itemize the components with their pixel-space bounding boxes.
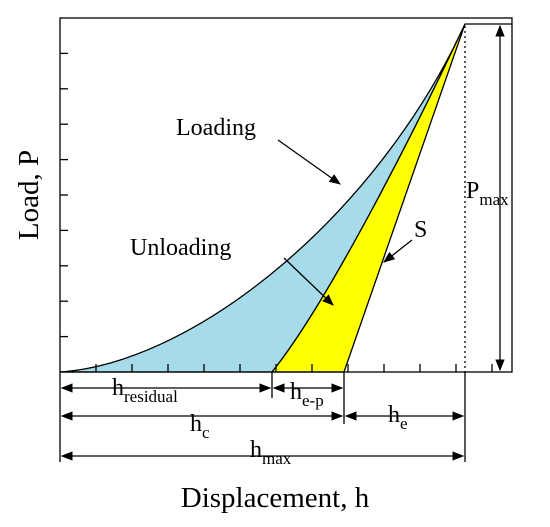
tick-group bbox=[60, 52, 493, 372]
dim-main: h bbox=[388, 402, 400, 428]
dim-sub: e-p bbox=[302, 391, 324, 410]
dim-label: hresidual bbox=[112, 375, 178, 406]
dim-label: hmax bbox=[250, 437, 292, 468]
dim-sub: max bbox=[262, 449, 292, 468]
dim-label: he-p bbox=[290, 379, 324, 410]
dim-main: h bbox=[190, 411, 202, 437]
dim-sub: residual bbox=[124, 387, 178, 406]
dim-label: he bbox=[388, 402, 408, 433]
pointer bbox=[383, 239, 413, 263]
dim-main: h bbox=[250, 437, 262, 463]
pointer bbox=[283, 257, 334, 306]
dim-sub: max bbox=[479, 190, 509, 209]
dim-main: h bbox=[112, 375, 124, 401]
dim-label: Pmax bbox=[466, 178, 509, 209]
x-axis-label: Displacement, h bbox=[181, 482, 370, 514]
y-axis-label: Load, P bbox=[13, 150, 45, 240]
elastic-region bbox=[270, 23, 466, 373]
annotation: S bbox=[414, 217, 427, 243]
pointer bbox=[277, 139, 341, 185]
dim-main: P bbox=[466, 178, 479, 204]
dim-label: hc bbox=[190, 411, 210, 442]
dim-sub: c bbox=[202, 423, 210, 442]
dim-main: h bbox=[290, 379, 302, 405]
annotation: Unloading bbox=[130, 235, 231, 261]
dim-sub: e bbox=[400, 414, 408, 433]
annotation: Loading bbox=[176, 115, 256, 141]
